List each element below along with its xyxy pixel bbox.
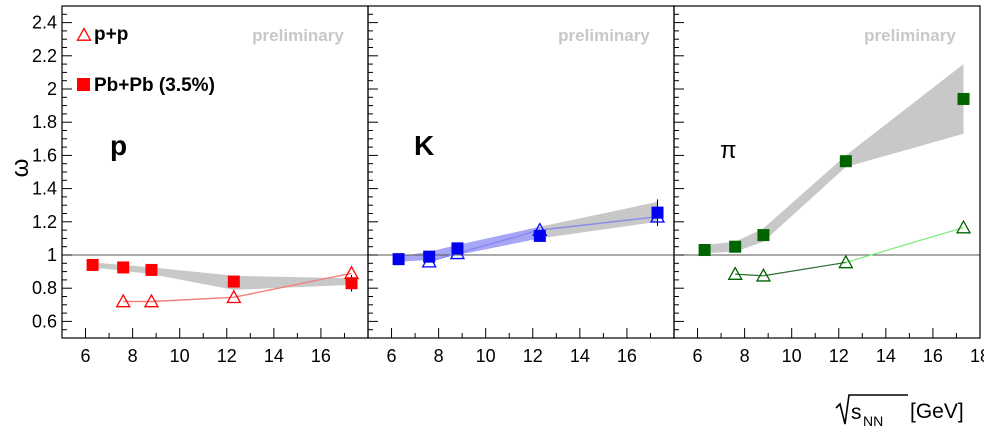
pp-point bbox=[838, 254, 854, 269]
pp-point bbox=[115, 293, 131, 308]
y-tick-label: 1 bbox=[47, 245, 57, 265]
pp-connecting-line bbox=[429, 216, 658, 263]
legend-pbpb-label: Pb+Pb (3.5%) bbox=[94, 75, 215, 96]
x-tick-label: 6 bbox=[693, 346, 703, 366]
x-tick-label: 14 bbox=[876, 346, 896, 366]
panel-pion: 6 8 10 12 14 16 18 preliminary π bbox=[673, 5, 984, 366]
sqrt-sign-icon bbox=[835, 394, 908, 425]
pp-point bbox=[955, 219, 972, 234]
x-tick-label: 12 bbox=[829, 346, 849, 366]
pbpb-point bbox=[729, 240, 742, 253]
particle-label: K bbox=[414, 130, 434, 161]
panel-frame bbox=[367, 5, 675, 339]
x-tick-label: 8 bbox=[434, 346, 444, 366]
kaon-band-overlay bbox=[398, 226, 540, 262]
y-tick-label: 2.4 bbox=[32, 13, 57, 33]
legend-pp-label: p+p bbox=[94, 24, 128, 45]
pp-point bbox=[727, 266, 743, 280]
x-tick-label: 18 bbox=[970, 346, 984, 366]
pbpb-point bbox=[227, 275, 240, 288]
preliminary-watermark: preliminary bbox=[252, 26, 344, 45]
pp-point bbox=[226, 289, 242, 304]
x-tick-label: 12 bbox=[523, 346, 543, 366]
x-tick-label: 14 bbox=[570, 346, 590, 366]
y-tick-label: 1.8 bbox=[32, 112, 57, 132]
systematic-band bbox=[92, 262, 352, 290]
pbpb-point bbox=[957, 92, 970, 105]
pp-point bbox=[143, 293, 160, 308]
pp-point bbox=[343, 265, 360, 280]
pp-point bbox=[421, 253, 437, 268]
legend-pp-marker bbox=[76, 27, 92, 41]
panel-proton: 6 8 10 12 14 16 0.6 0.8 1 1.2 1.4 1.6 1.8 2 2.2 2.4 prel… bbox=[32, 5, 369, 366]
pbpb-point bbox=[86, 258, 99, 271]
pbpb-point bbox=[451, 242, 464, 255]
pp-connecting-line bbox=[763, 261, 846, 277]
x-axis-label-unit: [GeV] bbox=[910, 400, 964, 423]
x-tick-label: 16 bbox=[923, 346, 943, 366]
y-tick-label: 1.6 bbox=[32, 145, 57, 165]
x-axis-label: s NN [GeV] bbox=[835, 394, 964, 428]
legend: p+p Pb+Pb (3.5%) bbox=[76, 24, 215, 96]
y-tick-label: 1.2 bbox=[32, 212, 57, 232]
legend-pbpb-marker bbox=[77, 78, 90, 91]
preliminary-watermark: preliminary bbox=[558, 26, 650, 45]
pbpb-point bbox=[117, 261, 130, 274]
x-tick-label: 16 bbox=[617, 346, 637, 366]
pbpb-point bbox=[392, 253, 405, 266]
pbpb-point bbox=[345, 277, 358, 290]
pbpb-point bbox=[423, 250, 436, 263]
y-axis-label: ω bbox=[7, 159, 34, 178]
pp-point bbox=[649, 208, 666, 223]
pp-connecting-line bbox=[123, 272, 352, 303]
x-tick-label: 10 bbox=[170, 346, 190, 366]
pbpb-point bbox=[145, 263, 158, 276]
x-tick-label: 6 bbox=[387, 346, 397, 366]
x-tick-label: 10 bbox=[782, 346, 802, 366]
x-tick-label: 12 bbox=[217, 346, 237, 366]
x-tick-label: 14 bbox=[264, 346, 284, 366]
y-tick-label: 2.2 bbox=[32, 46, 57, 66]
panel-frame bbox=[673, 5, 981, 339]
pbpb-point bbox=[698, 244, 711, 257]
y-tick-label: 0.6 bbox=[32, 311, 57, 331]
x-tick-label: 16 bbox=[311, 346, 331, 366]
particle-label: π bbox=[720, 137, 737, 164]
y-tick-label: 0.8 bbox=[32, 278, 57, 298]
preliminary-watermark: preliminary bbox=[864, 26, 956, 45]
chart-panels: 6 8 10 12 14 16 0.6 0.8 1 1.2 1.4 1.6 1.8 2 2.2 2.4 prel… bbox=[32, 5, 984, 366]
pbpb-point bbox=[757, 229, 770, 242]
x-tick-label: 6 bbox=[81, 346, 91, 366]
pbpb-point bbox=[839, 155, 852, 168]
pp-point bbox=[755, 267, 772, 282]
pp-point bbox=[532, 222, 548, 236]
pp-point bbox=[449, 245, 466, 260]
particle-label: p bbox=[110, 130, 127, 161]
x-axis-label-subscript: NN bbox=[863, 413, 883, 428]
x-tick-label: 8 bbox=[128, 346, 138, 366]
x-axis-label-symbol: s bbox=[851, 401, 862, 424]
y-tick-label: 1.4 bbox=[32, 179, 57, 199]
x-tick-label: 8 bbox=[740, 346, 750, 366]
pp-connecting-line bbox=[845, 227, 964, 264]
panel-frame bbox=[61, 5, 369, 339]
panel-kaon: 6 8 10 12 14 16 preliminary K bbox=[367, 5, 675, 366]
y-tick-label: 2 bbox=[47, 79, 57, 99]
systematic-band bbox=[704, 64, 964, 254]
x-tick-label: 10 bbox=[476, 346, 496, 366]
pp-connecting-line bbox=[735, 273, 764, 277]
